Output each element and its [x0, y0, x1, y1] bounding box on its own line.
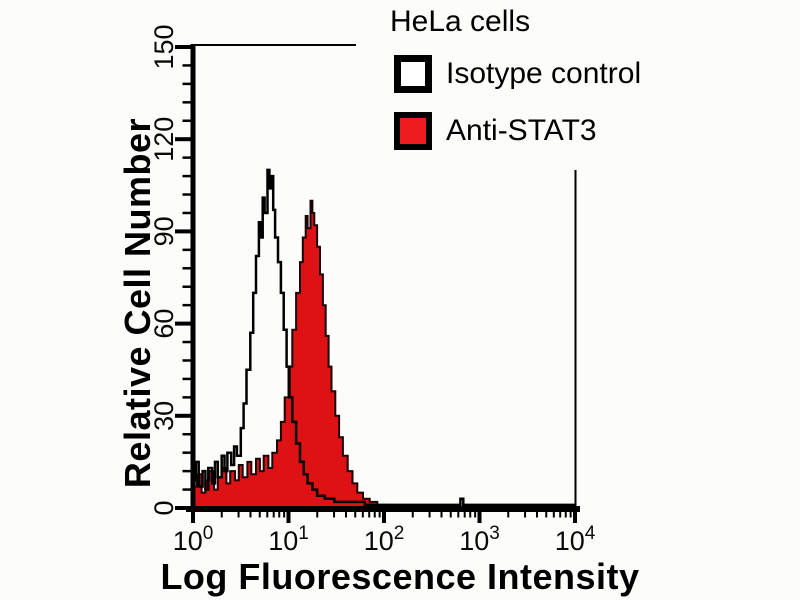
legend-item-isotype-control: Isotype control	[394, 55, 706, 93]
x-axis-title: Log Fluorescence Intensity	[160, 556, 640, 597]
y-tick-label: 120	[149, 117, 179, 162]
x-tick-label: 104	[555, 523, 596, 556]
x-tick-label: 102	[364, 523, 405, 556]
y-tick-label: 90	[149, 216, 179, 246]
x-tick-label: 100	[173, 523, 214, 556]
x-axis: 100 101 102 103 104	[173, 511, 596, 556]
legend-title: HeLa cells	[390, 5, 531, 38]
y-tick-label: 30	[149, 401, 179, 431]
legend-item-anti-stat3: Anti-STAT3	[394, 112, 706, 150]
axis-spines	[186, 44, 580, 512]
y-tick-label: 0	[149, 500, 179, 515]
anti-stat3-swatch-icon	[394, 112, 432, 150]
y-tick-label: 150	[149, 24, 179, 69]
series-isotype-control	[193, 168, 575, 507]
y-tick-label: 60	[149, 309, 179, 339]
legend-label-anti-stat3: Anti-STAT3	[446, 114, 597, 147]
isotype-control-swatch-icon	[394, 55, 432, 93]
y-axis: 0 30 60 90 120 150	[149, 24, 191, 516]
legend-label-isotype-control: Isotype control	[446, 57, 642, 90]
x-tick-label: 101	[268, 523, 309, 556]
legend: HeLa cells Isotype control Anti-STAT3	[356, 0, 706, 170]
y-axis-title: Relative Cell Number	[117, 117, 158, 489]
x-tick-label: 103	[459, 523, 500, 556]
series-anti-stat3	[192, 199, 575, 509]
